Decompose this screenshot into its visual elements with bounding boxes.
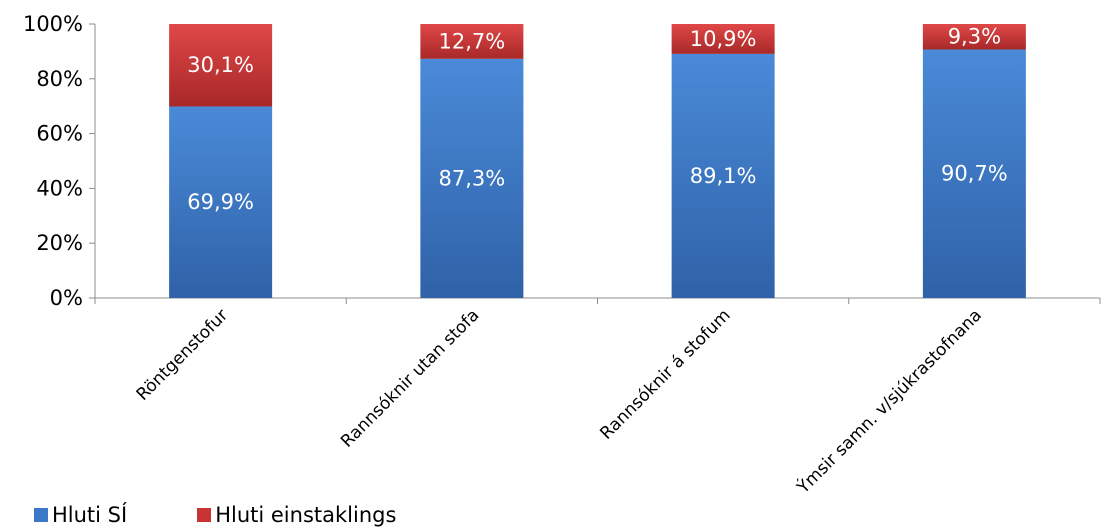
category-label: Rannsóknir á stofum: [596, 305, 734, 443]
bar-segment-2: [671, 24, 775, 54]
bars: 69,9% 30,1% 87,3% 12,7% 89,1% 10,9% 90,7% 9,3%: [169, 24, 1026, 299]
bar-segment-2: [169, 24, 273, 107]
data-label: 12,7%: [439, 29, 506, 53]
category-labels: Röntgenstofur Rannsóknir utan stofa Rannsó…: [133, 304, 986, 498]
data-label: 10,9%: [690, 27, 757, 51]
data-label: 87,3%: [439, 166, 506, 190]
data-label: 69,9%: [187, 190, 254, 214]
legend-item-series-2: Hluti einstaklings: [197, 503, 396, 527]
bar-segment-2: [922, 24, 1026, 50]
data-label: 9,3%: [948, 25, 1001, 49]
data-label: 89,1%: [690, 164, 757, 188]
data-label: 30,1%: [187, 53, 254, 77]
legend-label: Hluti einstaklings: [215, 503, 397, 527]
y-tick-label: 60%: [36, 122, 83, 146]
y-tick-label: 0%: [50, 286, 83, 310]
legend-swatch-blue: [34, 508, 48, 522]
y-tick-label: 80%: [36, 67, 83, 91]
data-label: 90,7%: [941, 162, 1008, 186]
y-tick-label: 20%: [36, 231, 83, 255]
bar-segment-1: [420, 58, 524, 298]
legend-swatch-red: [197, 508, 212, 522]
y-tick-label: 100%: [23, 12, 83, 36]
legend: Hluti SÍ Hluti einstaklings: [34, 502, 466, 528]
category-label: Rannsóknir utan stofa: [337, 305, 483, 451]
legend-label: Hluti SÍ: [52, 503, 128, 527]
bar-segment-1: [671, 53, 775, 299]
y-tick-label: 40%: [36, 176, 83, 200]
category-label: Röntgenstofur: [133, 305, 232, 404]
category-label: Ýmsir samn. v/sjúkrastofnana: [791, 304, 985, 498]
bar-segment-1: [169, 106, 273, 298]
legend-item-series-1: Hluti SÍ: [34, 503, 127, 527]
y-axis: 0% 20% 40% 60% 80% 100%: [23, 12, 96, 310]
x-axis: [94, 297, 1101, 304]
bar-segment-1: [922, 49, 1026, 299]
bar-segment-2: [420, 24, 524, 59]
